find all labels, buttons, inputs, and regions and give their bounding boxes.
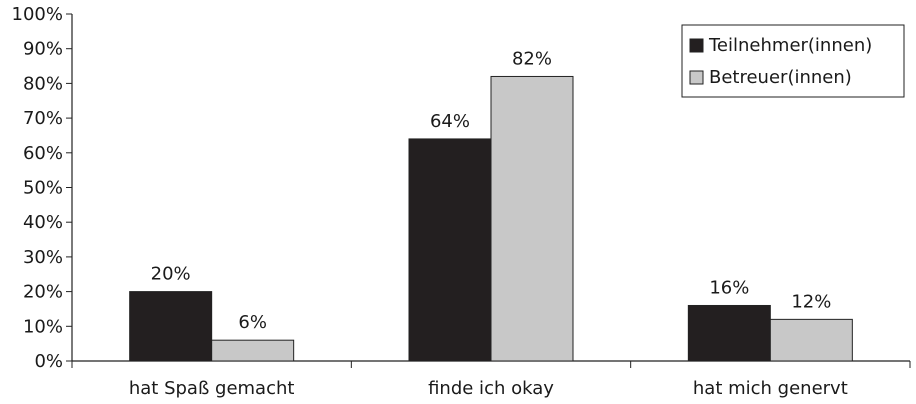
bar-betreuer: [490, 75, 574, 362]
bar-value-label: 64%: [430, 111, 470, 132]
x-category-label: hat mich genervt: [693, 378, 848, 399]
y-tick-label: 20%: [23, 282, 63, 303]
y-tick-label: 30%: [23, 247, 63, 268]
bar-teilnehmer: [687, 304, 771, 362]
legend-box: [681, 24, 905, 98]
y-tick-label: 90%: [23, 39, 63, 60]
bar-betreuer: [211, 339, 295, 362]
y-tick-label: 10%: [23, 316, 63, 337]
x-category-label: finde ich okay: [428, 378, 554, 399]
y-tick-label: 50%: [23, 178, 63, 199]
bar-betreuer: [769, 318, 853, 362]
bar-value-label: 82%: [512, 48, 552, 69]
y-tick-label: 70%: [23, 108, 63, 129]
legend-swatch: [689, 38, 704, 53]
bar-value-label: 6%: [238, 312, 267, 333]
data-labels: 20% 6% 64% 82% 16% 12%: [151, 48, 832, 333]
y-tick-label: 40%: [23, 212, 63, 233]
axes: 0% 10% 20% 30% 40% 50% 60% 70% 80% 90% 100% hat Spa…: [12, 4, 911, 399]
x-category-label: hat Spaß gemacht: [129, 378, 295, 399]
bar-value-label: 16%: [709, 277, 749, 298]
y-tick-label: 100%: [12, 4, 63, 25]
legend: Teilnehmer(innen) Betreuer(innen): [681, 24, 905, 98]
legend-label: Teilnehmer(innen): [708, 35, 872, 56]
bar-value-label: 20%: [151, 264, 191, 285]
y-tick-label: 0%: [34, 351, 63, 372]
legend-label: Betreuer(innen): [709, 67, 852, 88]
bar-teilnehmer: [408, 138, 492, 362]
y-tick-label: 80%: [23, 73, 63, 94]
y-tick-label: 60%: [23, 143, 63, 164]
legend-swatch: [689, 70, 704, 85]
bars: [129, 75, 853, 362]
bar-value-label: 12%: [791, 291, 831, 312]
bar-teilnehmer: [129, 291, 213, 362]
